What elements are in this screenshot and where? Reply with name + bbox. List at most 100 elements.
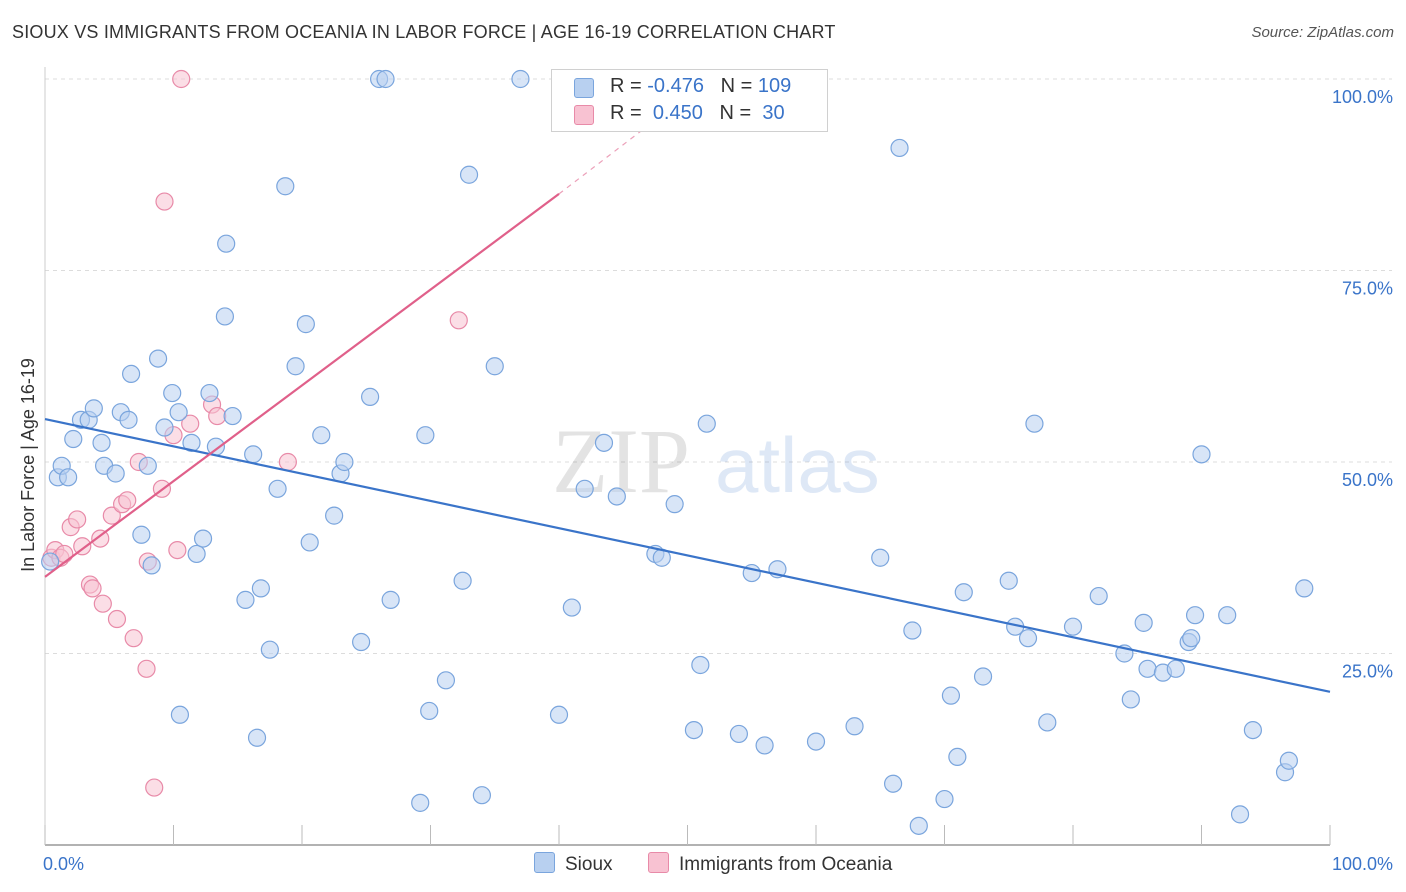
y-tick-label: 75.0% — [1342, 279, 1393, 299]
sioux-point — [607, 487, 626, 506]
sioux-point — [755, 736, 774, 755]
sioux-point — [909, 816, 928, 835]
bottom-legend-sioux: Sioux — [534, 852, 613, 876]
sioux-point — [251, 579, 270, 598]
sioux-point — [296, 315, 315, 334]
oceania-point — [91, 529, 110, 548]
sioux-point — [200, 383, 219, 403]
watermark: ZIP atlas — [552, 410, 880, 512]
sioux-point — [575, 479, 594, 498]
sioux-point — [845, 717, 864, 736]
sioux-point — [361, 387, 380, 406]
r-label: R = — [610, 102, 642, 124]
sioux-point — [1121, 690, 1140, 709]
oceania-point — [181, 414, 200, 433]
oceania-point — [68, 510, 87, 529]
sioux-point — [806, 732, 826, 751]
oceania-point — [93, 594, 112, 613]
sioux-point — [1166, 659, 1185, 678]
sioux-point — [223, 406, 242, 426]
sioux-point — [1038, 713, 1057, 732]
sioux-point — [217, 234, 236, 253]
oceania-point — [449, 311, 468, 330]
trend-lines — [44, 124, 1331, 693]
stats-legend: R = -0.476 N = 109 R = 0.450 N = 30 — [551, 69, 828, 132]
sioux-point — [436, 671, 456, 690]
sioux-point — [182, 433, 201, 452]
sioux-point — [935, 789, 954, 809]
source-label: Source: ZipAtlas.com — [1251, 24, 1394, 41]
r-value-oceania: 0.450 — [652, 102, 703, 124]
legend-swatch-sioux — [574, 78, 594, 98]
sioux-point — [459, 165, 479, 184]
sioux-point — [549, 705, 569, 724]
sioux-point — [247, 728, 267, 747]
sioux-point — [511, 69, 530, 89]
sioux-point — [594, 433, 614, 452]
sioux-point — [1295, 579, 1314, 598]
sioux-point — [954, 583, 973, 602]
oceania-point — [107, 609, 127, 629]
bottom-legend-oceania: Immigrants from Oceania — [648, 852, 892, 876]
data-points — [41, 69, 1314, 835]
chart-title: SIOUX VS IMMIGRANTS FROM OCEANIA IN LABO… — [12, 22, 836, 42]
sioux-point — [941, 686, 961, 705]
oceania-point — [155, 192, 174, 211]
oceania-trend-extension — [558, 124, 650, 195]
sioux-point — [871, 548, 890, 567]
sioux-point — [697, 414, 716, 433]
oceania-point — [145, 778, 164, 797]
x-tick-label: 0.0% — [43, 854, 84, 874]
sioux-point — [325, 506, 344, 525]
n-label: N = — [720, 75, 753, 97]
sioux-point — [411, 793, 430, 812]
sioux-point — [1089, 586, 1108, 606]
sioux-point — [1279, 751, 1298, 770]
sioux-point — [236, 590, 255, 609]
oceania-point — [124, 629, 143, 648]
y-tick-label: 100.0% — [1332, 87, 1393, 107]
sioux-point — [1138, 659, 1157, 678]
sioux-point — [286, 357, 305, 376]
bottom-swatch-oceania — [648, 852, 669, 873]
sioux-point — [155, 418, 174, 437]
r-label: R = — [610, 75, 642, 97]
sioux-point — [890, 138, 909, 158]
oceania-point — [137, 659, 156, 678]
sioux-point — [1185, 606, 1205, 625]
sioux-point — [170, 705, 190, 724]
sioux-point — [260, 640, 279, 659]
y-tick-label: 50.0% — [1342, 470, 1393, 490]
sioux-point — [169, 403, 188, 422]
sioux-point — [59, 468, 78, 487]
sioux-point — [903, 621, 922, 640]
oceania-point — [102, 506, 121, 525]
sioux-point — [335, 452, 354, 472]
oceania-point — [83, 579, 102, 598]
sioux-point — [381, 590, 400, 609]
sioux-point — [92, 433, 111, 452]
n-value-oceania: 30 — [762, 102, 785, 124]
sioux-point — [142, 556, 161, 575]
sioux-point — [883, 774, 903, 793]
legend-row-sioux: R = -0.476 N = 109 — [574, 75, 791, 167]
sioux-point — [485, 357, 504, 376]
sioux-point — [665, 495, 684, 514]
sioux-point — [276, 177, 295, 196]
bottom-legend-label-oceania: Immigrants from Oceania — [679, 854, 893, 875]
sioux-point — [187, 544, 206, 564]
x-tick-label: 100.0% — [1332, 854, 1393, 874]
oceania-point — [208, 406, 227, 426]
sioux-point — [472, 786, 491, 805]
sioux-point — [1063, 617, 1083, 636]
oceania-trend-line — [44, 193, 560, 578]
n-value-sioux: 109 — [757, 75, 792, 97]
sioux-point — [312, 426, 331, 445]
sioux-point — [1018, 629, 1038, 648]
sioux-point — [729, 724, 749, 744]
sioux-point — [416, 426, 435, 445]
legend-row-oceania: R = 0.450 N = 30 — [574, 102, 785, 194]
oceania-point — [73, 537, 92, 556]
axes — [44, 67, 1331, 846]
n-label: N = — [719, 102, 752, 124]
